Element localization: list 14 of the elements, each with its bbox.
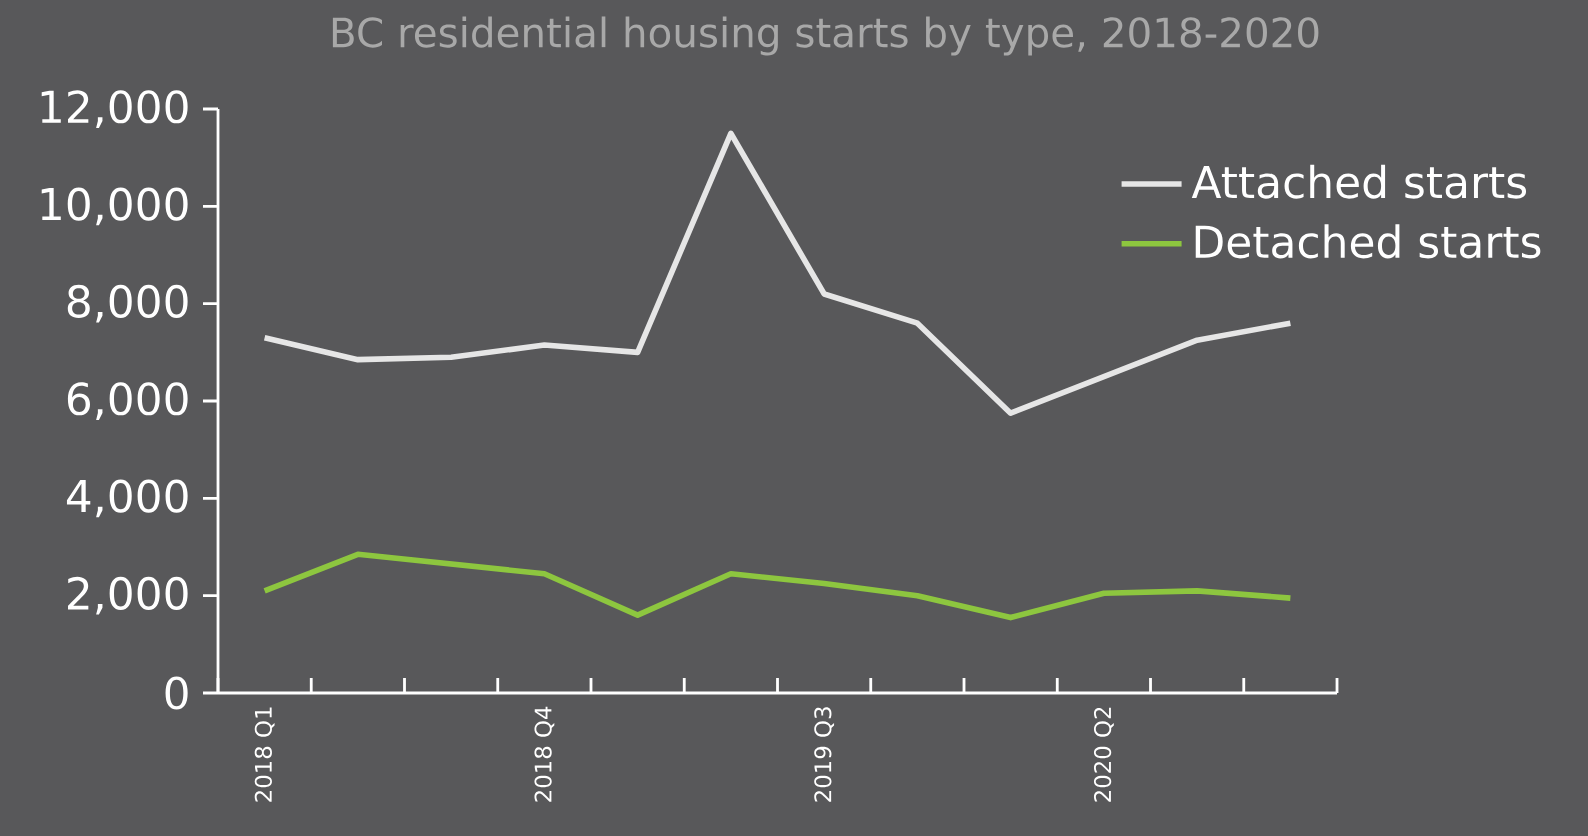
x-tick-label: 2019 Q3: [814, 707, 835, 802]
y-tick-label: 0: [165, 676, 188, 710]
legend-label: Attached starts: [1191, 164, 1527, 199]
y-tick-label: 8,000: [67, 284, 188, 323]
chart-title: BC residential housing starts by type, 2018-2020: [332, 16, 1319, 56]
x-tick-label: 2018 Q1: [254, 707, 275, 802]
y-tick-label: 12,000: [41, 90, 188, 128]
legend-label: Detached starts: [1195, 224, 1541, 259]
y-tick-label: 6,000: [67, 382, 188, 420]
x-tick-label: 2020 Q2: [1093, 707, 1114, 802]
x-tick-label: 2018 Q4: [534, 706, 555, 802]
y-tick-label: 10,000: [41, 187, 188, 226]
y-tick-label: 2,000: [68, 576, 188, 615]
y-tick-label: 4,000: [66, 479, 188, 518]
